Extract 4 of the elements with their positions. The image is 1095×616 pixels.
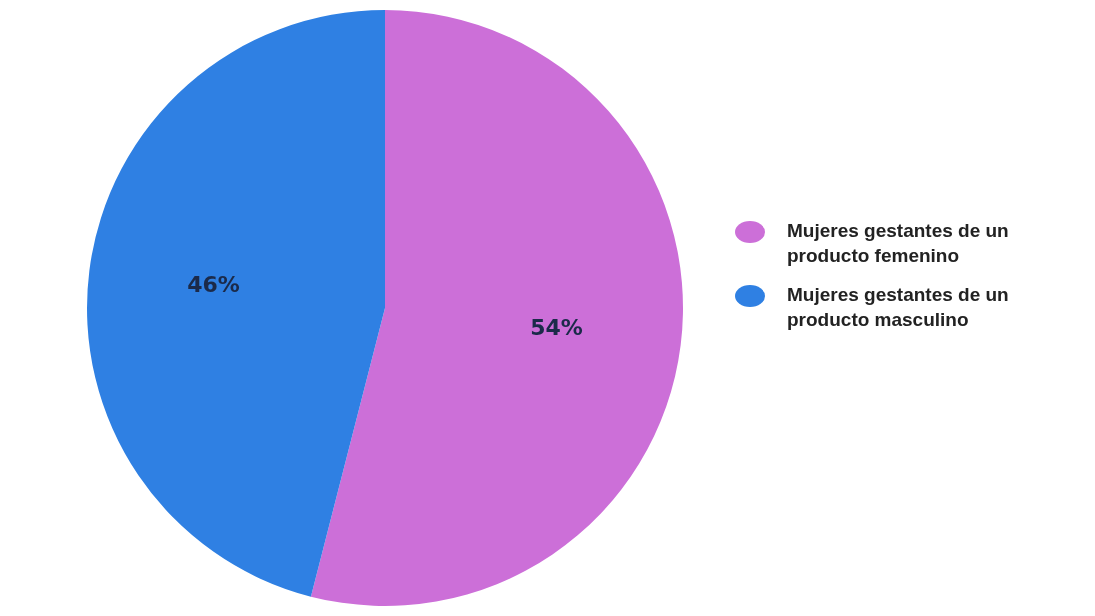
data-label: 46% [187,272,240,298]
legend-label: Mujeres gestantes de un producto femenino [787,219,1010,268]
legend-label: Mujeres gestantes de un producto masculino [787,283,1010,332]
data-label: 54% [530,315,583,341]
